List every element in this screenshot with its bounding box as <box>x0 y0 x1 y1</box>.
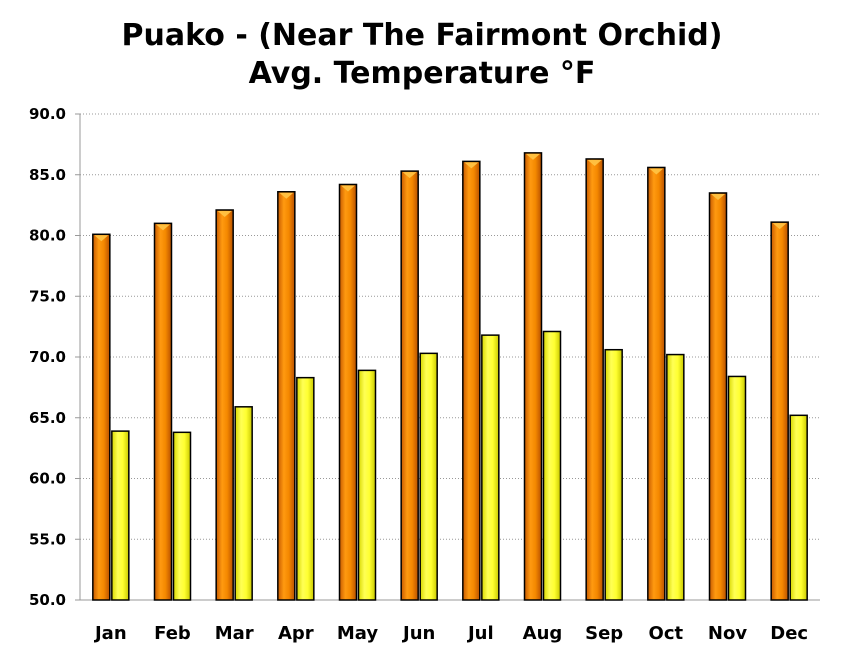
low-temp-bar-body <box>542 330 562 601</box>
high-temp-bar <box>400 170 419 601</box>
low-temp-bar <box>666 353 685 601</box>
low-temp-bar-body <box>111 430 130 601</box>
high-temp-bar-body <box>153 222 173 601</box>
y-tick-label: 70.0 <box>29 348 66 366</box>
high-temp-bar-body <box>338 183 358 601</box>
high-temp-bar <box>153 222 173 601</box>
low-temp-bar-body <box>604 348 623 601</box>
x-tick-label: May <box>337 623 379 644</box>
low-temp-bar-body <box>789 414 808 601</box>
low-temp-bar-body <box>727 375 747 601</box>
x-tick-label: Nov <box>708 623 747 644</box>
x-tick-label: Jan <box>93 623 127 644</box>
y-tick-label: 80.0 <box>29 227 66 245</box>
bar-top-bevel <box>217 210 232 217</box>
x-tick-label: Feb <box>154 623 191 644</box>
chart-title-line-1: Puako - (Near The Fairmont Orchid) <box>121 18 723 53</box>
high-temp-bar-body <box>708 192 728 601</box>
high-temp-bar <box>585 158 604 601</box>
high-temp-bar-body <box>523 152 543 601</box>
low-temp-bar <box>481 334 500 601</box>
high-temp-bar <box>92 233 111 601</box>
low-temp-bar <box>542 330 562 601</box>
y-tick-label: 55.0 <box>29 530 66 548</box>
y-tick-label: 90.0 <box>29 105 66 123</box>
high-temp-bar <box>215 209 234 601</box>
x-tick-label: Jul <box>466 623 494 644</box>
x-tick-label: Dec <box>770 623 808 644</box>
bar-top-bevel <box>772 223 787 230</box>
chart-title-line-2: Avg. Temperature °F <box>248 56 596 91</box>
x-tick-label: Jun <box>401 623 435 644</box>
x-tick-label: Mar <box>215 623 254 644</box>
high-temp-bar <box>770 221 789 601</box>
high-temp-bar-body <box>277 191 296 601</box>
x-tick-label: Oct <box>649 623 684 644</box>
bar-top-bevel <box>711 193 725 200</box>
y-tick-label: 75.0 <box>29 287 66 305</box>
low-temp-bar <box>419 352 438 601</box>
bar-top-bevel <box>526 153 540 160</box>
high-temp-bar <box>277 191 296 601</box>
bar-top-bevel <box>279 192 294 199</box>
x-tick-label: Sep <box>585 623 623 644</box>
high-temp-bar <box>647 166 666 601</box>
high-temp-bar-body <box>400 170 419 601</box>
high-temp-bar <box>462 160 481 601</box>
bar-top-bevel <box>464 162 479 169</box>
high-temp-bar-body <box>462 160 481 601</box>
high-temp-bar <box>708 192 728 601</box>
bar-top-bevel <box>94 235 109 242</box>
x-tick-label: Apr <box>278 623 314 644</box>
y-tick-label: 85.0 <box>29 166 66 184</box>
low-temp-bar-body <box>666 353 685 601</box>
low-temp-bar <box>727 375 747 601</box>
high-temp-bar-body <box>647 166 666 601</box>
bar-top-bevel <box>402 172 417 179</box>
low-temp-bar <box>604 348 623 601</box>
low-temp-bar <box>789 414 808 601</box>
low-temp-bar-body <box>481 334 500 601</box>
bar-top-bevel <box>341 185 355 192</box>
low-temp-bar-body <box>357 369 377 601</box>
high-temp-bar <box>523 152 543 601</box>
low-temp-bar <box>172 431 192 601</box>
y-tick-label: 65.0 <box>29 409 66 427</box>
low-temp-bar-body <box>234 406 253 601</box>
high-temp-bar-body <box>585 158 604 601</box>
low-temp-bar-body <box>172 431 192 601</box>
y-tick-label: 50.0 <box>29 591 66 609</box>
high-temp-bar-body <box>215 209 234 601</box>
x-tick-label: Aug <box>523 623 563 644</box>
low-temp-bar <box>357 369 377 601</box>
low-temp-bar-body <box>296 376 315 601</box>
low-temp-bar <box>111 430 130 601</box>
high-temp-bar <box>338 183 358 601</box>
low-temp-bar <box>234 406 253 601</box>
low-temp-bar-body <box>419 352 438 601</box>
y-tick-label: 60.0 <box>29 470 66 488</box>
bar-top-bevel <box>156 224 170 231</box>
bar-top-bevel <box>649 168 664 175</box>
low-temp-bar <box>296 376 315 601</box>
bar-top-bevel <box>587 159 602 166</box>
high-temp-bar-body <box>92 233 111 601</box>
high-temp-bar-body <box>770 221 789 601</box>
